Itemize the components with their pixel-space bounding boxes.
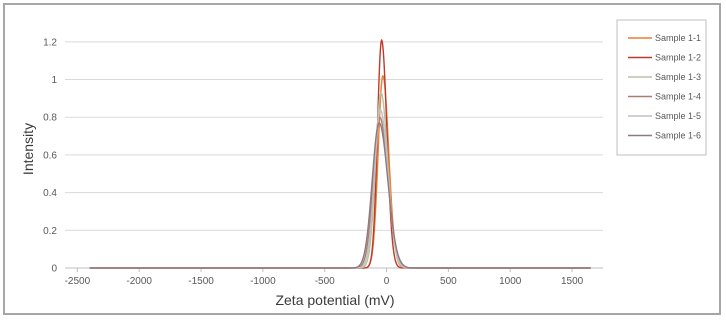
chart-frame	[3, 3, 721, 315]
x-tick-label: 500	[440, 276, 457, 287]
gridlines	[65, 41, 603, 231]
y-tick-label: 1	[51, 75, 57, 86]
legend-label: Sample 1-1	[655, 33, 701, 43]
legend-label: Sample 1-5	[655, 111, 701, 121]
x-axis-title: Zeta potential (mV)	[275, 292, 394, 308]
legend-label: Sample 1-3	[655, 72, 701, 82]
x-tick-label: 1500	[561, 276, 584, 287]
y-tick-label: 0.4	[43, 188, 57, 199]
y-tick-label: 0.8	[43, 113, 57, 124]
x-tick-label: -1500	[188, 276, 214, 287]
legend: Sample 1-1 Sample 1-2 Sample 1-3 Sample 1-4…	[616, 19, 707, 156]
x-tick-label: -1000	[250, 276, 276, 287]
series-line	[89, 75, 591, 269]
x-tick-label: -2000	[126, 276, 152, 287]
series-line	[89, 92, 591, 269]
x-tick-label: -500	[315, 276, 335, 287]
x-tick-label: 1000	[499, 276, 522, 287]
legend-label: Sample 1-6	[655, 131, 701, 141]
y-tick-label: 0	[51, 264, 57, 275]
series-line	[89, 122, 591, 269]
x-tick-label: -2500	[65, 276, 91, 287]
legend-label: Sample 1-4	[655, 92, 701, 102]
series-line	[89, 108, 591, 269]
y-tick-label: 0.2	[43, 226, 57, 237]
x-tick-label: 0	[384, 276, 390, 287]
series-group	[89, 39, 591, 269]
y-tick-label: 1.2	[43, 37, 57, 48]
y-axis-title: Intensity	[20, 123, 36, 175]
y-tick-label: 0.6	[43, 150, 57, 161]
series-line	[89, 39, 591, 269]
legend-box	[616, 19, 707, 156]
axes: 0 0.2 0.4 0.6 0.8 1 1.2 -2500 -2000 -1500 -1000 -50…	[43, 37, 603, 287]
legend-label: Sample 1-2	[655, 53, 701, 63]
